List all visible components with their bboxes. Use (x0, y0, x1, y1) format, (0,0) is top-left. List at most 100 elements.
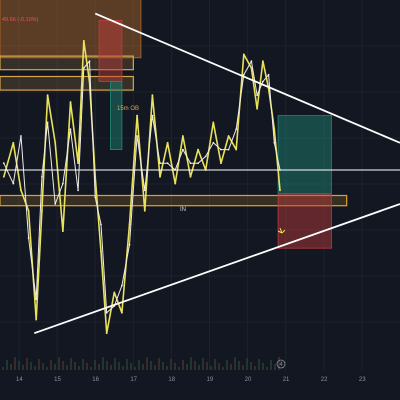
htf-supply[interactable] (0, 0, 142, 59)
volume-bar (134, 367, 136, 370)
price-point (20, 135, 22, 137)
volume-bar (178, 367, 180, 370)
labels: 49.66 (-0.10%) 15m OB IN (2, 17, 186, 213)
price-point (88, 60, 91, 63)
volume-bar (138, 360, 140, 370)
header-readout: 49.66 (-0.10%) (2, 17, 39, 23)
sl-zone[interactable] (277, 193, 332, 249)
volume-bar (234, 357, 236, 370)
price-point (273, 128, 276, 131)
price-point (46, 121, 49, 124)
price-point (242, 53, 245, 56)
price-point (100, 223, 102, 226)
volume-bar (250, 362, 252, 370)
price-point (20, 189, 22, 192)
support-trendline[interactable] (33, 203, 400, 335)
red-zone-left[interactable] (98, 19, 123, 83)
x-tick-label: 22 (321, 377, 328, 383)
price-point (256, 94, 259, 97)
volume-bar (182, 360, 184, 370)
x-tick-label: 16 (92, 377, 99, 383)
volume-bar (226, 360, 228, 370)
price-point (46, 94, 49, 97)
price-point (12, 182, 15, 185)
x-tick-label: 23 (359, 377, 366, 383)
resistance-trendline[interactable] (94, 12, 400, 144)
price-point (212, 121, 215, 124)
ob-band-upper[interactable] (0, 55, 134, 71)
volume-bar (70, 358, 72, 370)
price-point (256, 107, 259, 110)
volume-bar (126, 359, 128, 370)
price-point (151, 94, 154, 97)
volume-bar (34, 366, 36, 370)
entry-arrow-icon (277, 227, 286, 234)
volume-bar (110, 365, 112, 370)
volume-bar (94, 360, 96, 370)
volume-bar (166, 366, 168, 370)
volume-bar (74, 362, 76, 370)
price-point (204, 155, 207, 158)
price-point (250, 60, 253, 63)
price-point (113, 291, 116, 294)
volume-bar (6, 360, 8, 370)
tp-zone[interactable] (277, 115, 332, 195)
volume-bar (122, 366, 124, 370)
price-point (69, 128, 72, 131)
price-point (227, 148, 230, 151)
volume-bar (14, 357, 16, 370)
volume-bar (246, 358, 248, 370)
price-point (27, 237, 30, 239)
volume-bar (174, 363, 176, 370)
x-tick-label: 18 (168, 377, 175, 383)
price-point (77, 162, 79, 165)
order-block-label: 15m OB (117, 106, 139, 112)
volume-bar (206, 362, 208, 370)
volume-bar (198, 365, 200, 370)
volume-bar (238, 361, 240, 370)
price-point (250, 67, 253, 69)
price-point (69, 101, 72, 103)
x-tick-label: 14 (16, 377, 23, 383)
volume-bar (58, 357, 60, 370)
ob-band-lower[interactable] (0, 194, 348, 207)
volume-bar (214, 359, 216, 370)
volume-bar (86, 363, 88, 370)
price-point (136, 135, 139, 137)
x-tick-label: 21 (283, 377, 290, 383)
green-zone-left[interactable] (110, 81, 123, 150)
trendlines[interactable] (0, 12, 400, 335)
price-point (121, 284, 123, 287)
marker-circle (276, 359, 286, 369)
price-point (2, 162, 5, 165)
price-point (189, 162, 192, 165)
volume-bar (102, 357, 104, 370)
volume-bar (130, 363, 132, 370)
price-point (82, 39, 85, 42)
volume-bar (258, 359, 260, 370)
price-point (82, 67, 85, 69)
price-point (166, 162, 169, 165)
ob-band-15m[interactable] (0, 75, 134, 91)
volume-bar (170, 359, 172, 370)
price-point (279, 189, 281, 192)
price-series (2, 39, 281, 335)
x-tick-label: 20 (245, 377, 252, 383)
volume-bar (66, 365, 68, 370)
price-point (2, 175, 5, 178)
volume-bar (270, 360, 272, 370)
marker-4[interactable]: 4 (276, 359, 286, 369)
volume-bar (154, 365, 156, 370)
price-point (105, 332, 108, 335)
price-point (267, 73, 270, 76)
volume-bar (230, 364, 232, 370)
price-point (220, 148, 222, 151)
volume-bar (162, 362, 164, 370)
price-point (235, 128, 238, 131)
volume-bar (90, 367, 92, 370)
volume-bar (210, 366, 212, 370)
price-point (143, 209, 146, 212)
volume-bar (10, 364, 12, 370)
